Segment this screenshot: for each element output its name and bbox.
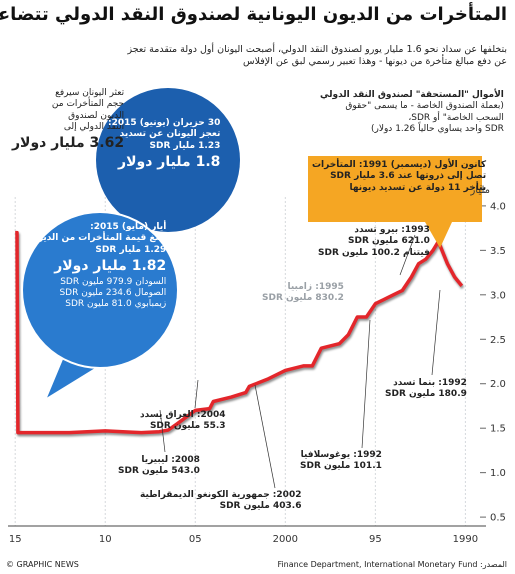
annotation-line: 1.29 مليار SDR — [95, 244, 167, 255]
y-tick-label: 1.0 — [490, 468, 506, 479]
annotation-line: زيمبابوي 81.0 مليون SDR — [65, 299, 167, 310]
x-tick-label: 95 — [369, 534, 382, 545]
annotation-line: (بعملة الصندوق الخاصة - ما يسمى "حقوق — [345, 101, 504, 112]
subtitle: بتخلفها عن سداد نحو 1.6 مليار يورو لصندو… — [128, 44, 507, 68]
y-tick-label: 0.5 — [490, 513, 506, 524]
annotation-line: 1993: بيرو تسدد — [354, 225, 430, 235]
annotation-line: 55.3 مليون SDR — [149, 421, 226, 432]
y-axis-label: مليار — [469, 185, 490, 196]
annotation: تعثر اليونان سيرفع حجم المتأخرات من الديون… — [12, 88, 124, 154]
annotation-line: 621.0 مليون SDR — [348, 236, 430, 247]
annotation-line: السحب الخاصة" أو SDR، — [408, 112, 504, 123]
annotation-line: تعجز اليونان عن تسديد — [119, 129, 221, 140]
annotation: 2002: جمهورية الكونغو الديمقراطية 403.6 م… — [140, 490, 301, 513]
annotation-line: 2002: جمهورية الكونغو الديمقراطية — [140, 490, 302, 500]
annotation-line: 2008: ليبيريا — [141, 455, 200, 465]
annotation-line: كانون الأول (ديسمبر) 1991: المتأخرات — [312, 160, 487, 170]
annotation-line: 30 حزيران (يونيو) 2015: — [108, 118, 221, 128]
subtitle-line: بتخلفها عن سداد نحو 1.6 مليار يورو لصندو… — [127, 44, 507, 55]
y-tick-label: 3.0 — [490, 290, 506, 301]
annotation: 2008: ليبيريا 543.0 مليون SDR — [118, 455, 200, 478]
annotation: كانون الأول (ديسمبر) 1991: المتأخرات تصل … — [312, 160, 486, 194]
leader-lines — [159, 234, 441, 489]
annotation-line: حجم المتأخرات من — [51, 99, 125, 110]
annotation-line: 543.0 مليون SDR — [118, 466, 200, 477]
subtitle-line: عن دفع مبالغ متأخرة من ديونها - وهذا تعب… — [243, 55, 507, 67]
y-tick-label: 2.0 — [490, 379, 506, 390]
annotation: 1993: بيرو تسدد 621.0 مليون SDR فيتنام 100… — [318, 225, 430, 259]
annotation-line: SDR واحد يساوي حالياً 1.26 دولار) — [370, 123, 504, 134]
annotation-line: 830.2 مليون SDR — [262, 293, 344, 304]
y-tick-label: 4.0 — [490, 201, 506, 212]
x-tick-label: 05 — [189, 534, 202, 545]
annotation-line: 180.9 مليون SDR — [385, 389, 467, 400]
annotation-line: النقد الدولي إلى — [63, 121, 125, 132]
annotation-line: فيتنام 100.2 مليون SDR — [318, 247, 430, 258]
annotation-line: 1.8 مليار دولار — [118, 153, 221, 170]
annotation-line: 1995: زامبيا — [287, 282, 344, 292]
x-tick-label: 2000 — [273, 534, 298, 545]
callout-circle — [96, 88, 240, 232]
annotation-line: 2004: العراق يسدد — [140, 410, 226, 420]
annotation-line: 101.1 مليون SDR — [300, 461, 382, 472]
annotation-line: الأموال "المستحقة" لصندوق النقد الدولي — [320, 90, 504, 100]
annotation-line: 3.62 مليار دولار — [12, 135, 125, 151]
credit: © GRAPHIC NEWS — [6, 560, 79, 569]
x-tick-label: 10 — [99, 534, 112, 545]
x-tick-label: 1990 — [453, 534, 478, 545]
annotation: أيار (مايو) 2015: تبلغ قيمة المتأخرات من … — [30, 222, 166, 311]
annotation-line: تصل إلى ذروتها عند 3.6 مليار SDR — [330, 171, 487, 182]
annotation-line: 1.23 مليار SDR — [149, 140, 221, 151]
callout-box — [308, 156, 482, 222]
x-tick-label: 15 — [9, 534, 22, 545]
annotation-line: الديون لصندوق — [68, 110, 125, 121]
annotation-line: 1992: يوغوسلافيا — [300, 450, 382, 460]
annotation-line: تبلغ قيمة المتأخرات من الديون — [30, 233, 167, 244]
annotation-line: السودان 979.9 مليون SDR — [60, 276, 167, 287]
source: المصدر: Finance Department, Internationa… — [277, 560, 507, 569]
annotation-line: تعثر اليونان سيرفع — [55, 88, 125, 98]
annotation-line: بتأخر 11 دولة عن تسديد ديونها — [349, 182, 487, 193]
annotation-line: أيار (مايو) 2015: — [90, 222, 167, 232]
y-tick-label: 1.5 — [490, 424, 506, 435]
annotation: 1992: يوغوسلافيا 101.1 مليون SDR — [300, 450, 382, 473]
title: المتأخرات من الديون اليونانية لصندوق الن… — [0, 4, 507, 25]
annotation-line: 1992: بنما تسدد — [393, 378, 467, 388]
annotation: 30 حزيران (يونيو) 2015: تعجز اليونان عن ت… — [108, 118, 220, 173]
annotation: 2004: العراق يسدد 55.3 مليون SDR — [140, 410, 226, 433]
y-tick-label: 3.5 — [490, 246, 506, 257]
annotation-line: 403.6 مليون SDR — [219, 501, 302, 512]
annotation: 1995: زامبيا 830.2 مليون SDR — [262, 282, 344, 305]
annotation-line: 1.82 مليار دولار — [54, 257, 167, 274]
annotation: الأموال "المستحقة" لصندوق النقد الدولي (ب… — [320, 90, 504, 135]
callout-tail — [425, 222, 452, 248]
callout-circle — [21, 211, 179, 369]
y-tick-label: 2.5 — [490, 335, 506, 346]
annotation: 1992: بنما تسدد 180.9 مليون SDR — [385, 378, 467, 401]
annotation-line: الصومال 234.6 مليون SDR — [59, 288, 167, 298]
data-line — [15, 230, 464, 435]
